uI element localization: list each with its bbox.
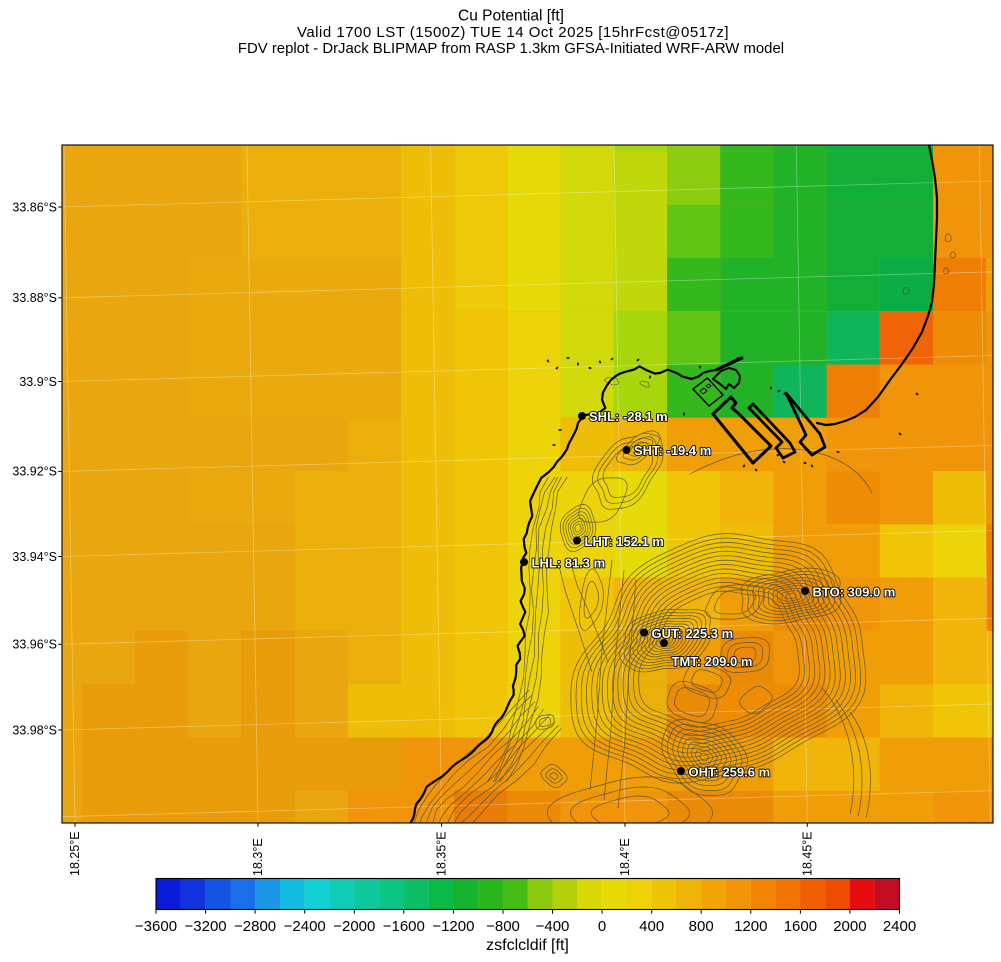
svg-text:−3200: −3200 xyxy=(185,918,227,935)
svg-text:FDV replot - DrJack BLIPMAP fr: FDV replot - DrJack BLIPMAP from RASP 1.… xyxy=(238,41,784,57)
svg-text:LHL: 81.3 m: LHL: 81.3 m xyxy=(532,556,606,571)
svg-text:−400: −400 xyxy=(536,918,570,935)
svg-text:Valid 1700 LST (1500Z) TUE 14: Valid 1700 LST (1500Z) TUE 14 Oct 2025 [… xyxy=(297,24,729,41)
svg-text:33.98°S: 33.98°S xyxy=(12,723,57,737)
svg-text:−2800: −2800 xyxy=(234,918,276,935)
svg-text:2000: 2000 xyxy=(833,918,866,935)
svg-text:800: 800 xyxy=(689,918,714,935)
svg-text:0: 0 xyxy=(598,918,606,935)
svg-text:18.3°E: 18.3°E xyxy=(251,838,265,876)
svg-text:33.86°S: 33.86°S xyxy=(12,200,57,214)
svg-text:−800: −800 xyxy=(486,918,520,935)
svg-text:BTO: 309.0 m: BTO: 309.0 m xyxy=(813,585,896,600)
svg-text:LHT: 152.1 m: LHT: 152.1 m xyxy=(585,534,664,549)
svg-text:OHT: 259.6 m: OHT: 259.6 m xyxy=(689,765,771,780)
svg-text:−3600: −3600 xyxy=(135,918,177,935)
svg-text:SHT: -19.4 m: SHT: -19.4 m xyxy=(634,443,711,458)
svg-text:1600: 1600 xyxy=(784,918,817,935)
svg-text:−2000: −2000 xyxy=(333,918,375,935)
svg-text:−2400: −2400 xyxy=(284,918,326,935)
svg-text:TMT: 209.0 m: TMT: 209.0 m xyxy=(672,654,753,669)
svg-text:33.9°S: 33.9°S xyxy=(19,375,57,389)
svg-text:SHL: -28.1 m: SHL: -28.1 m xyxy=(589,409,668,424)
svg-text:GUT: 225.3 m: GUT: 225.3 m xyxy=(652,626,734,641)
svg-text:−1600: −1600 xyxy=(383,918,425,935)
svg-text:Cu Potential [ft]: Cu Potential [ft] xyxy=(458,8,564,25)
svg-text:18.45°E: 18.45°E xyxy=(800,831,814,876)
svg-text:33.96°S: 33.96°S xyxy=(12,638,57,652)
svg-text:400: 400 xyxy=(639,918,664,935)
svg-text:33.94°S: 33.94°S xyxy=(12,550,57,564)
svg-text:zsfclcldif [ft]: zsfclcldif [ft] xyxy=(486,937,569,954)
svg-text:33.92°S: 33.92°S xyxy=(12,465,57,479)
svg-text:2400: 2400 xyxy=(883,918,916,935)
svg-text:33.88°S: 33.88°S xyxy=(12,291,57,305)
svg-text:18.4°E: 18.4°E xyxy=(618,838,632,876)
svg-text:−1200: −1200 xyxy=(432,918,474,935)
svg-text:18.35°E: 18.35°E xyxy=(435,831,449,876)
svg-text:18.25°E: 18.25°E xyxy=(68,831,82,876)
svg-text:1200: 1200 xyxy=(734,918,767,935)
